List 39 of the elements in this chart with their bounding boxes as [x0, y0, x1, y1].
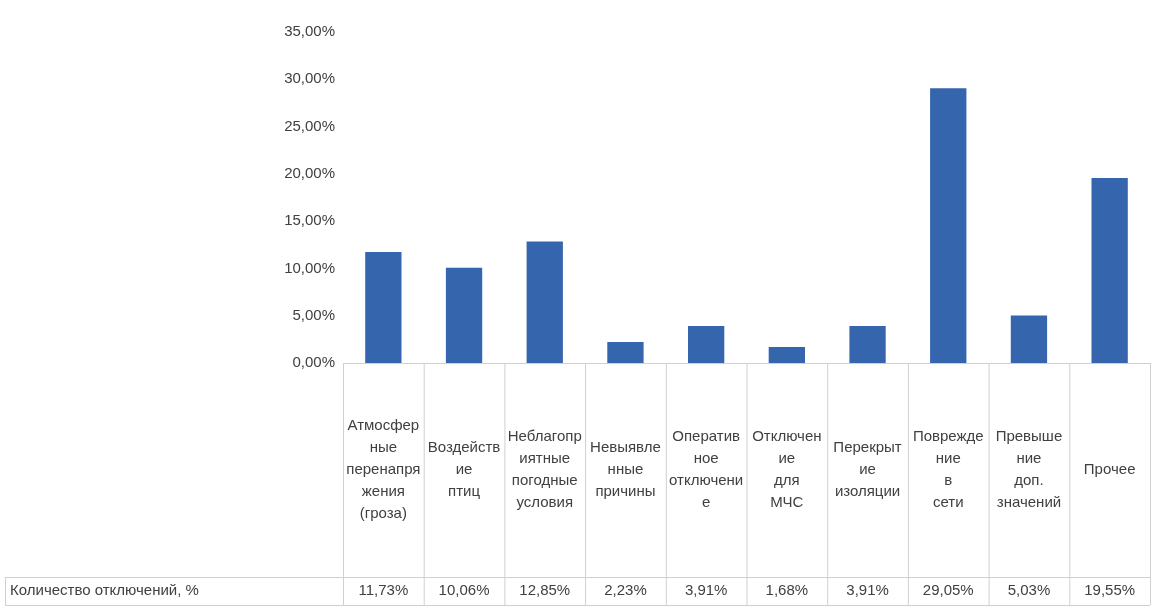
y-tick-label: 25,00% [284, 116, 335, 134]
bar [526, 241, 563, 363]
x-tick-label: Прочее [1083, 460, 1136, 478]
bar [607, 341, 644, 363]
x-tick-label: Атмосферные перенапряжения (гроза) [346, 416, 421, 522]
data-label: 3,91% [846, 581, 889, 599]
y-tick-label: 30,00% [284, 69, 335, 87]
y-tick-label: 0,00% [292, 353, 335, 371]
data-label: 29,05% [922, 581, 974, 599]
bar [768, 347, 806, 363]
x-tick-label: Оперативное отключение [669, 427, 744, 511]
x-tick-label: Отключение для МЧС [752, 427, 822, 511]
x-tick-label: Повреждение в сети [912, 427, 984, 511]
data-label: 3,91% [684, 581, 728, 599]
data-label: 10,06% [438, 581, 490, 599]
bar [1091, 178, 1128, 363]
data-label: 2,23% [604, 581, 647, 599]
x-tick-label: Неблагоприятные погодные условия [507, 427, 582, 511]
bar [365, 252, 402, 363]
x-tick-label: Невыявленные причины [590, 438, 661, 500]
bar [849, 326, 886, 363]
y-tick-label: 10,00% [284, 258, 335, 276]
data-label: 19,55% [1084, 581, 1136, 599]
y-tick-label: 15,00% [284, 211, 335, 229]
y-tick-label: 5,00% [292, 305, 335, 323]
bar [1010, 315, 1048, 363]
data-label: 11,73% [358, 581, 409, 599]
data-label: 5,03% [1007, 581, 1051, 599]
x-tick-label: Воздействие птиц [427, 438, 501, 500]
x-tick-label: Перекрытие изоляции [833, 438, 902, 500]
text: Количество отключений, % [10, 581, 199, 599]
y-tick-label: 35,00% [284, 22, 335, 40]
x-tick-label: Превышение доп. значений [995, 427, 1063, 511]
bar [930, 88, 967, 363]
data-label: 12,85% [519, 581, 571, 599]
y-tick-label: 20,00% [284, 164, 335, 181]
bar [687, 326, 725, 363]
bar [445, 267, 483, 363]
data-label: 1,68% [765, 581, 809, 599]
